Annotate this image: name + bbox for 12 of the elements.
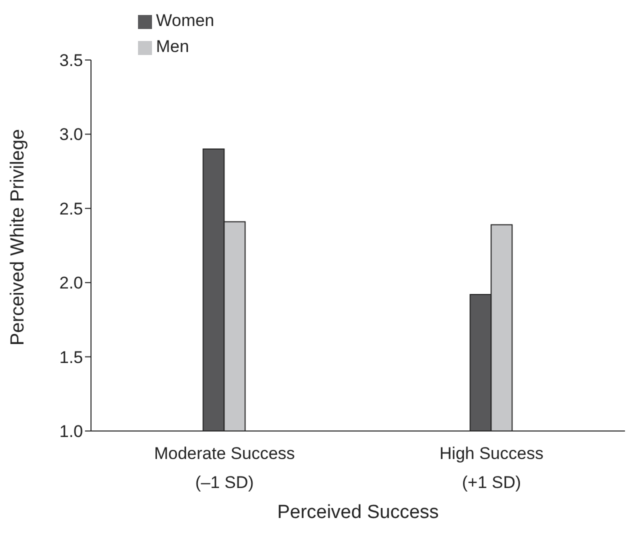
y-tick-label: 1.5 [59,348,83,367]
x-axis-title: Perceived Success [277,502,439,523]
legend-label: Men [156,37,190,56]
y-tick-label: 2.5 [59,199,83,218]
y-axis-title: Perceived White Privilege [8,129,29,346]
legend-label: Women [156,11,214,30]
x-tick-label: High Success (+1 SD) [440,444,544,492]
y-tick-label: 1.0 [59,422,83,442]
y-tick-label: 3.5 [59,51,83,70]
x-tick-label: Moderate Success (–1 SD) [154,444,295,492]
y-tick-label: 2.0 [59,274,83,293]
y-tick-label: 3.0 [59,125,83,144]
